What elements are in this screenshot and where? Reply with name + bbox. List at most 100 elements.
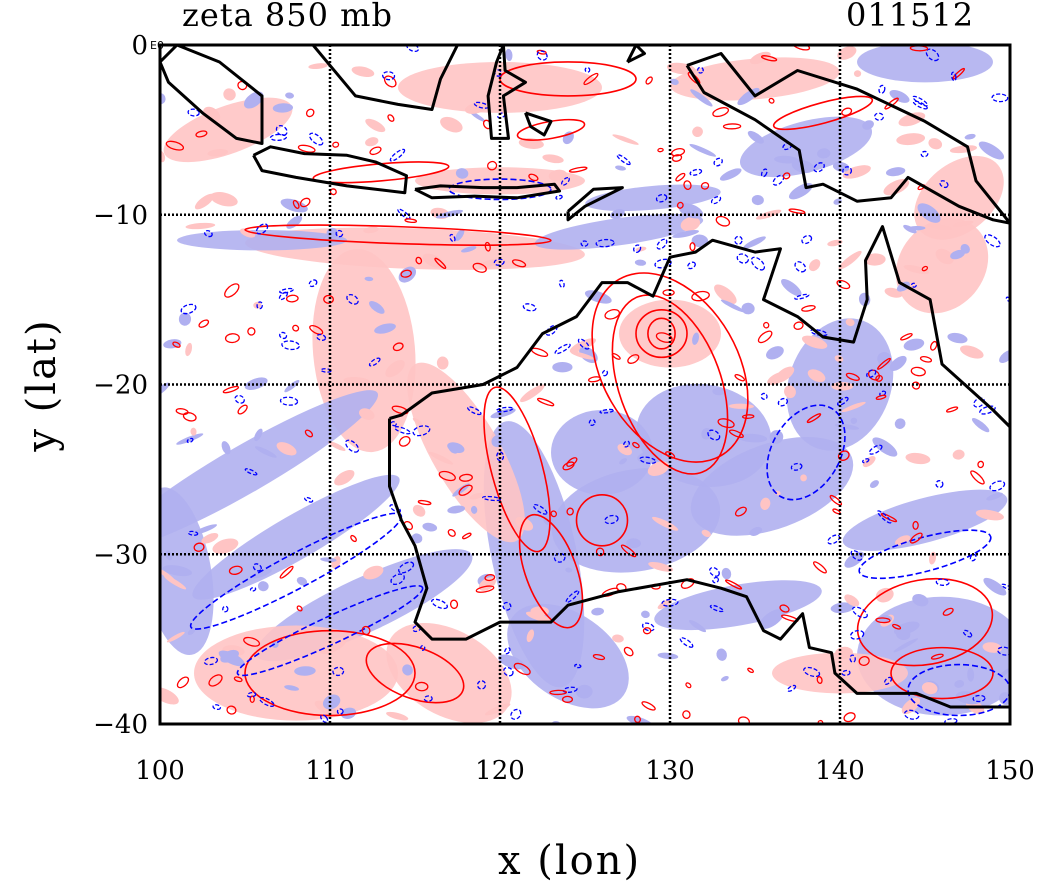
shade-patch <box>551 409 653 495</box>
contour-cell <box>252 563 262 572</box>
contour-cell <box>757 330 773 344</box>
contour-cell <box>801 234 813 245</box>
shade-speck <box>498 654 525 670</box>
contour-cell <box>989 480 1006 492</box>
contour-line <box>766 404 846 501</box>
contour-cell <box>382 71 396 81</box>
contour-cell <box>390 573 405 586</box>
contour-cell <box>438 470 456 482</box>
contour-cell <box>813 162 825 173</box>
shade-patch <box>534 213 704 250</box>
shade-speck <box>612 134 639 145</box>
contour-cell <box>712 107 730 118</box>
shade-speck <box>690 89 713 107</box>
contour-cell <box>842 166 853 176</box>
shade-speck <box>612 634 624 643</box>
contour-cell <box>588 418 596 426</box>
shade-speck <box>619 458 627 465</box>
contour-cell <box>486 160 498 171</box>
shade-speck <box>570 351 595 360</box>
shade-patch <box>163 97 293 163</box>
contour-cell <box>912 95 929 107</box>
shade-speck <box>889 90 910 103</box>
contour-cell <box>979 405 996 415</box>
contour-cell <box>595 238 615 248</box>
shade-speck <box>800 474 807 482</box>
contour-cell <box>836 279 851 290</box>
shade-speck <box>872 437 898 457</box>
shade-speck <box>240 228 256 238</box>
contour-cell <box>827 534 841 545</box>
contour-cell <box>332 141 340 148</box>
contour-cell <box>816 676 823 684</box>
coastline <box>160 45 1010 709</box>
contour-cell <box>645 76 653 85</box>
contour-cell <box>891 623 902 630</box>
contour-cell <box>175 408 189 415</box>
contour-cell <box>308 279 318 288</box>
shade-speck <box>716 648 727 661</box>
contour-cell <box>900 333 913 341</box>
shade-speck <box>257 581 269 592</box>
contour-cell <box>793 321 804 330</box>
shade-speck <box>328 441 346 451</box>
contour-cell <box>447 528 456 537</box>
contour-cell <box>461 532 472 540</box>
contour-cell <box>404 218 418 224</box>
contour-cell <box>1005 296 1010 303</box>
shade-speck <box>363 565 384 580</box>
contour-cell <box>843 712 856 723</box>
contour-cell <box>875 374 883 382</box>
shade-speck <box>552 362 573 373</box>
contour-cell <box>801 305 816 312</box>
contour-line <box>856 577 994 667</box>
contour-cell <box>195 130 208 138</box>
shade-speck <box>334 469 355 486</box>
shade-speck <box>343 376 371 385</box>
shade-speck <box>999 349 1010 364</box>
contour-cell <box>415 256 423 265</box>
shade-speck <box>862 455 876 468</box>
contour-cell <box>671 154 683 162</box>
shade-patch <box>507 603 629 709</box>
contour-cell <box>305 108 315 118</box>
contour-cell <box>627 354 640 364</box>
contour-cell <box>368 357 381 367</box>
contour-cell <box>555 194 563 200</box>
shade-speck <box>402 664 413 676</box>
shade-speck <box>519 384 545 403</box>
contour-cell <box>279 396 299 406</box>
contour-cell <box>768 97 775 104</box>
contour-cell <box>522 303 537 312</box>
coast-australia <box>388 225 1010 709</box>
shade-speck <box>548 169 567 181</box>
shade-speck <box>641 610 650 619</box>
contour-cell <box>484 241 491 252</box>
contour-cell <box>458 473 473 482</box>
contour-cell <box>760 392 768 400</box>
contour-cell <box>417 499 432 506</box>
shade-speck <box>276 442 297 456</box>
shade-speck <box>207 149 229 157</box>
contour-cell <box>713 157 723 167</box>
shade-speck <box>166 631 185 643</box>
contour-cell <box>583 72 599 86</box>
contour-cell <box>484 574 496 582</box>
contour-cell <box>532 503 548 515</box>
shade-speck <box>928 138 943 150</box>
shade-speck <box>187 628 196 635</box>
shade-speck <box>767 371 789 385</box>
shade-speck <box>784 385 796 399</box>
shade-speck <box>296 576 308 586</box>
contour-cell <box>634 715 641 724</box>
shade-speck <box>657 599 672 610</box>
contour-cell <box>710 195 722 205</box>
contour-cell <box>269 133 288 141</box>
plot-title: zeta 850 mb <box>182 0 393 34</box>
contour-cell <box>476 680 487 690</box>
contour-cell <box>866 369 877 379</box>
contour-cell <box>903 709 920 720</box>
coast-sumatra <box>160 45 264 145</box>
contour-cell <box>973 397 985 408</box>
shade-speck <box>490 408 516 419</box>
